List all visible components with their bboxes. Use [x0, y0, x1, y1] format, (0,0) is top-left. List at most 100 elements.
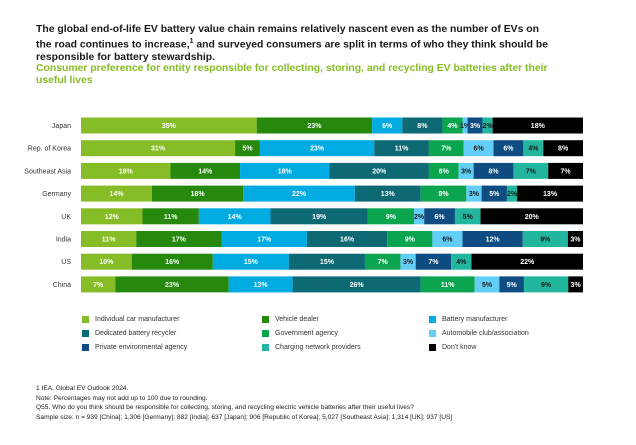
bar-segment	[415, 253, 452, 270]
chart-title-text-cont: and surveyed consumers are split in term…	[36, 39, 549, 64]
category-label: Japan	[52, 123, 71, 130]
data-label: 18%	[278, 168, 293, 175]
category-label: US	[61, 259, 71, 266]
data-label: 23%	[307, 123, 322, 130]
data-label: 20%	[372, 168, 387, 175]
data-label: 6%	[435, 214, 446, 221]
bar-segment	[428, 140, 464, 157]
data-label: 2%	[414, 214, 425, 221]
category-label: Germany	[42, 191, 71, 198]
bar-segment	[543, 140, 583, 157]
data-label: 9%	[386, 214, 397, 221]
legend-item: Battery manufacturer	[429, 316, 507, 323]
data-label: 6%	[503, 146, 514, 153]
bar-segment	[458, 162, 474, 179]
bar-segment	[513, 162, 549, 179]
data-label: 12%	[105, 214, 120, 221]
footnote-sample: Sample size: n = 939 [China]; 1,306 [Ger…	[36, 413, 453, 421]
data-label: 15%	[244, 259, 259, 266]
chart-title: The global end-of-life EV battery value …	[36, 24, 556, 64]
bar-segment	[221, 231, 307, 247]
data-label: 6%	[474, 146, 485, 153]
bar-segment	[432, 231, 463, 247]
data-label: 14%	[228, 214, 243, 221]
bar-segment	[481, 185, 507, 202]
data-label: 17%	[172, 237, 187, 244]
legend-swatch	[429, 344, 436, 351]
bar-segment	[428, 162, 459, 179]
data-label: 11%	[441, 282, 455, 289]
data-label: 17%	[257, 237, 272, 244]
footnote-ref: 1	[189, 38, 194, 46]
legend-item: Individual car manufacturer	[82, 316, 179, 323]
bar-segment	[364, 253, 401, 270]
bar-segment	[471, 253, 583, 270]
legend-label: Individual car manufacturer	[95, 316, 180, 323]
data-label: 12%	[486, 237, 501, 244]
data-label: 3%	[461, 168, 472, 175]
bar-segment	[81, 162, 171, 179]
bar-segment	[81, 117, 257, 134]
bar-segment	[270, 208, 368, 225]
data-label: 5%	[507, 282, 518, 289]
bar-segment	[131, 253, 213, 270]
bar-segment	[463, 140, 494, 157]
data-label: 6%	[439, 168, 450, 175]
data-label: 14%	[109, 191, 124, 198]
data-label: 35%	[162, 123, 177, 130]
bar-segment	[492, 117, 583, 134]
bar-segment	[568, 276, 583, 293]
data-label: 13%	[254, 282, 269, 289]
legend-label: Automobile club/association	[442, 330, 529, 337]
data-label: 9%	[540, 237, 551, 244]
bar-segment	[522, 231, 568, 247]
data-label: 11%	[164, 214, 178, 221]
legend-item: Charging network providers	[262, 344, 361, 351]
legend-label: Dedicated battery recycler	[95, 330, 177, 337]
bar-segment	[442, 117, 463, 134]
bar-segment	[400, 253, 416, 270]
chart-subtitle: Consumer preference for entity responsib…	[36, 63, 548, 87]
bar-segment	[548, 162, 583, 179]
category-label: UK	[61, 214, 71, 221]
data-label: 3%	[470, 123, 481, 130]
bar-segment	[81, 231, 137, 247]
footnotes: 1 IEA, Global EV Outlook 2024. Note: Per…	[36, 384, 626, 422]
legend-item: Vehicle dealer	[262, 316, 319, 323]
data-label: 5%	[242, 146, 253, 153]
legend-label: Don't know	[442, 344, 477, 351]
data-label: 23%	[310, 146, 325, 153]
legend-swatch	[82, 330, 89, 337]
bar-segment	[567, 231, 583, 247]
data-label: 9%	[438, 191, 449, 198]
bar-segment	[467, 117, 483, 134]
data-label: 7%	[561, 168, 572, 175]
data-label: 3%	[403, 259, 414, 266]
data-label: 9%	[405, 237, 416, 244]
bar-segment	[454, 208, 481, 225]
bar-segment	[402, 117, 443, 134]
data-label: 4%	[528, 146, 539, 153]
legend-item: Don't know	[429, 344, 476, 351]
chart-title-text: The global end-of-life EV battery value …	[36, 24, 539, 51]
bar-segment	[235, 140, 260, 157]
bar-segment	[466, 185, 482, 202]
data-label: 31%	[151, 146, 166, 153]
legend-swatch	[429, 330, 436, 337]
bar-segment	[506, 185, 518, 202]
legend-swatch	[82, 316, 89, 323]
bar-segment	[81, 140, 236, 157]
category-label: Southeast Asia	[24, 168, 71, 175]
data-label: 8%	[488, 168, 499, 175]
bar-segment	[372, 117, 403, 134]
legend-item: Government agency	[262, 330, 338, 337]
data-label: 2%	[507, 191, 518, 198]
data-label: 3%	[571, 282, 582, 289]
bar-segment	[482, 117, 493, 134]
bar-segment	[367, 208, 414, 225]
bar-segment	[81, 185, 152, 202]
data-label: 15%	[320, 259, 335, 266]
data-label: 3%	[469, 191, 480, 198]
bar-segment	[517, 185, 583, 202]
data-label: 6%	[442, 237, 453, 244]
